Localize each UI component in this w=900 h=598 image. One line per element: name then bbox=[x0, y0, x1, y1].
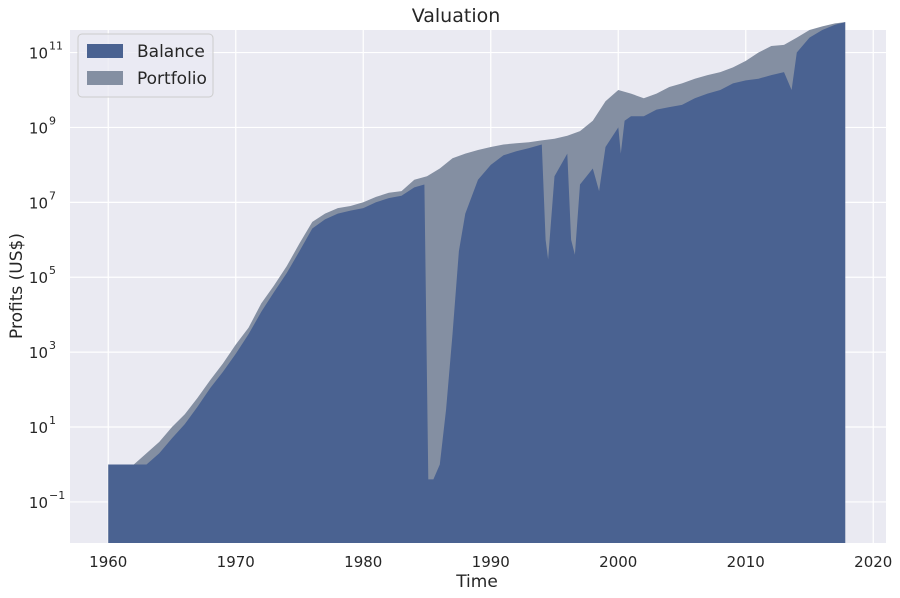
legend-label-portfolio: Portfolio bbox=[137, 69, 207, 89]
y-tick-exponent: 1 bbox=[49, 414, 56, 427]
y-tick-label: 10 11 bbox=[29, 40, 63, 63]
y-tick-exponent: 7 bbox=[49, 189, 56, 202]
y-tick-base: 10 bbox=[29, 45, 48, 63]
x-tick-label: 1970 bbox=[217, 553, 255, 571]
x-tick-label: 1960 bbox=[89, 553, 127, 571]
legend-swatch-balance bbox=[87, 44, 123, 58]
y-tick-base: 10 bbox=[29, 269, 48, 287]
y-tick-exponent: 5 bbox=[49, 264, 56, 277]
y-tick-label: 10 3 bbox=[29, 339, 56, 362]
legend-label-balance: Balance bbox=[137, 42, 205, 62]
x-tick-label: 2020 bbox=[854, 553, 892, 571]
y-tick-label: 10 9 bbox=[29, 114, 56, 137]
x-tick-label: 2010 bbox=[727, 553, 765, 571]
chart-title: Valuation bbox=[412, 5, 501, 27]
y-tick-label: 10 −1 bbox=[29, 489, 65, 512]
x-tick-label: 2000 bbox=[599, 553, 637, 571]
y-tick-exponent: 11 bbox=[49, 40, 63, 53]
x-tick-labels: 1960 1970 1980 1990 2000 2010 2020 bbox=[89, 553, 892, 571]
legend: Balance Portfolio bbox=[77, 33, 214, 98]
areas bbox=[108, 22, 846, 544]
y-tick-label: 10 7 bbox=[29, 189, 56, 212]
y-tick-base: 10 bbox=[29, 494, 48, 512]
y-tick-base: 10 bbox=[29, 419, 48, 437]
x-tick-label: 1990 bbox=[472, 553, 510, 571]
y-tick-base: 10 bbox=[29, 194, 48, 212]
y-tick-exponent: −1 bbox=[49, 489, 65, 502]
series-balance-area bbox=[108, 22, 846, 544]
y-tick-exponent: 9 bbox=[49, 114, 56, 127]
x-tick-label: 1980 bbox=[344, 553, 382, 571]
y-tick-exponent: 3 bbox=[49, 339, 56, 352]
y-tick-base: 10 bbox=[29, 344, 48, 362]
legend-swatch-portfolio bbox=[87, 71, 123, 85]
y-axis-label: Profits (US$) bbox=[7, 233, 27, 339]
y-tick-label: 10 1 bbox=[29, 414, 56, 437]
y-tick-label: 10 5 bbox=[29, 264, 56, 287]
x-axis-label: Time bbox=[455, 572, 498, 592]
y-tick-base: 10 bbox=[29, 119, 48, 137]
